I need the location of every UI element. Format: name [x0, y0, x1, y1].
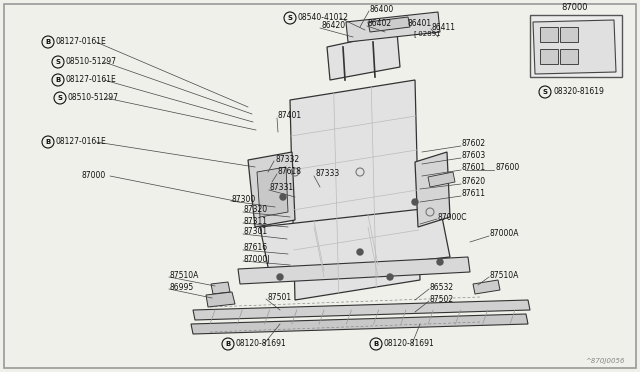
Polygon shape: [327, 32, 400, 80]
Bar: [560, 49, 578, 64]
Text: B: B: [45, 139, 51, 145]
Text: 87603: 87603: [462, 151, 486, 160]
Text: [-02891: [-02891: [413, 31, 440, 37]
Polygon shape: [260, 207, 450, 277]
Text: 08120-81691: 08120-81691: [236, 340, 287, 349]
Text: 08120-81691: 08120-81691: [384, 340, 435, 349]
Text: 87510A: 87510A: [170, 270, 200, 279]
Polygon shape: [191, 314, 528, 334]
Polygon shape: [206, 292, 235, 307]
Text: 86400: 86400: [370, 4, 394, 13]
Text: 86402: 86402: [368, 19, 392, 29]
Polygon shape: [415, 152, 450, 227]
Circle shape: [357, 249, 363, 255]
Text: 86532: 86532: [430, 282, 454, 292]
Text: 87301: 87301: [244, 228, 268, 237]
Text: 87601: 87601: [462, 164, 486, 173]
Text: 87000: 87000: [562, 3, 588, 13]
Text: 87000J: 87000J: [244, 254, 271, 263]
Text: 87501: 87501: [267, 292, 291, 301]
Polygon shape: [346, 12, 440, 42]
Text: 87618: 87618: [278, 167, 302, 176]
Text: 08540-41012: 08540-41012: [298, 13, 349, 22]
Text: ^870J0056: ^870J0056: [586, 358, 625, 364]
Text: 87611: 87611: [462, 189, 486, 199]
Circle shape: [437, 259, 443, 265]
Text: 08320-81619: 08320-81619: [553, 87, 604, 96]
Text: 08127-0161E: 08127-0161E: [56, 38, 107, 46]
Text: 87616: 87616: [244, 244, 268, 253]
FancyBboxPatch shape: [530, 15, 622, 77]
Polygon shape: [428, 172, 455, 187]
Circle shape: [412, 199, 418, 205]
Text: 87320: 87320: [244, 205, 268, 215]
Polygon shape: [257, 167, 288, 217]
Text: S: S: [287, 15, 292, 21]
Polygon shape: [533, 20, 616, 74]
Circle shape: [277, 274, 283, 280]
Text: 87620: 87620: [462, 177, 486, 186]
Text: 87510A: 87510A: [490, 270, 520, 279]
Text: S: S: [56, 59, 61, 65]
Bar: [540, 49, 558, 64]
Text: 87000: 87000: [82, 171, 106, 180]
Text: 87600: 87600: [495, 164, 519, 173]
Text: B: B: [225, 341, 230, 347]
Circle shape: [280, 194, 286, 200]
Text: 87331: 87331: [270, 183, 294, 192]
Text: 86411: 86411: [432, 22, 456, 32]
Text: S: S: [543, 89, 547, 95]
Text: 87000C: 87000C: [438, 212, 467, 221]
Text: B: B: [45, 39, 51, 45]
Text: 87401: 87401: [278, 112, 302, 121]
Circle shape: [387, 274, 393, 280]
Text: 86995: 86995: [170, 282, 195, 292]
Text: 86420: 86420: [322, 22, 346, 31]
Polygon shape: [368, 17, 410, 32]
Bar: [560, 27, 578, 42]
Text: 08127-0161E: 08127-0161E: [56, 138, 107, 147]
Polygon shape: [248, 152, 295, 227]
Bar: [540, 27, 558, 42]
Text: 87300: 87300: [232, 195, 256, 203]
Polygon shape: [290, 80, 420, 300]
Text: 87000A: 87000A: [490, 230, 520, 238]
Text: 86401: 86401: [408, 19, 432, 29]
Text: 08510-51297: 08510-51297: [68, 93, 119, 103]
Text: 87332: 87332: [275, 154, 299, 164]
Text: 08510-51297: 08510-51297: [66, 58, 117, 67]
Text: 87602: 87602: [462, 140, 486, 148]
Text: 87502: 87502: [430, 295, 454, 304]
Polygon shape: [238, 257, 470, 284]
Text: B: B: [56, 77, 61, 83]
Polygon shape: [211, 282, 230, 294]
Text: 08127-0161E: 08127-0161E: [66, 76, 116, 84]
Polygon shape: [473, 280, 500, 294]
Polygon shape: [193, 300, 530, 320]
Text: 87311: 87311: [244, 217, 268, 225]
Text: 87333: 87333: [315, 170, 339, 179]
Text: B: B: [373, 341, 379, 347]
Text: S: S: [58, 95, 63, 101]
